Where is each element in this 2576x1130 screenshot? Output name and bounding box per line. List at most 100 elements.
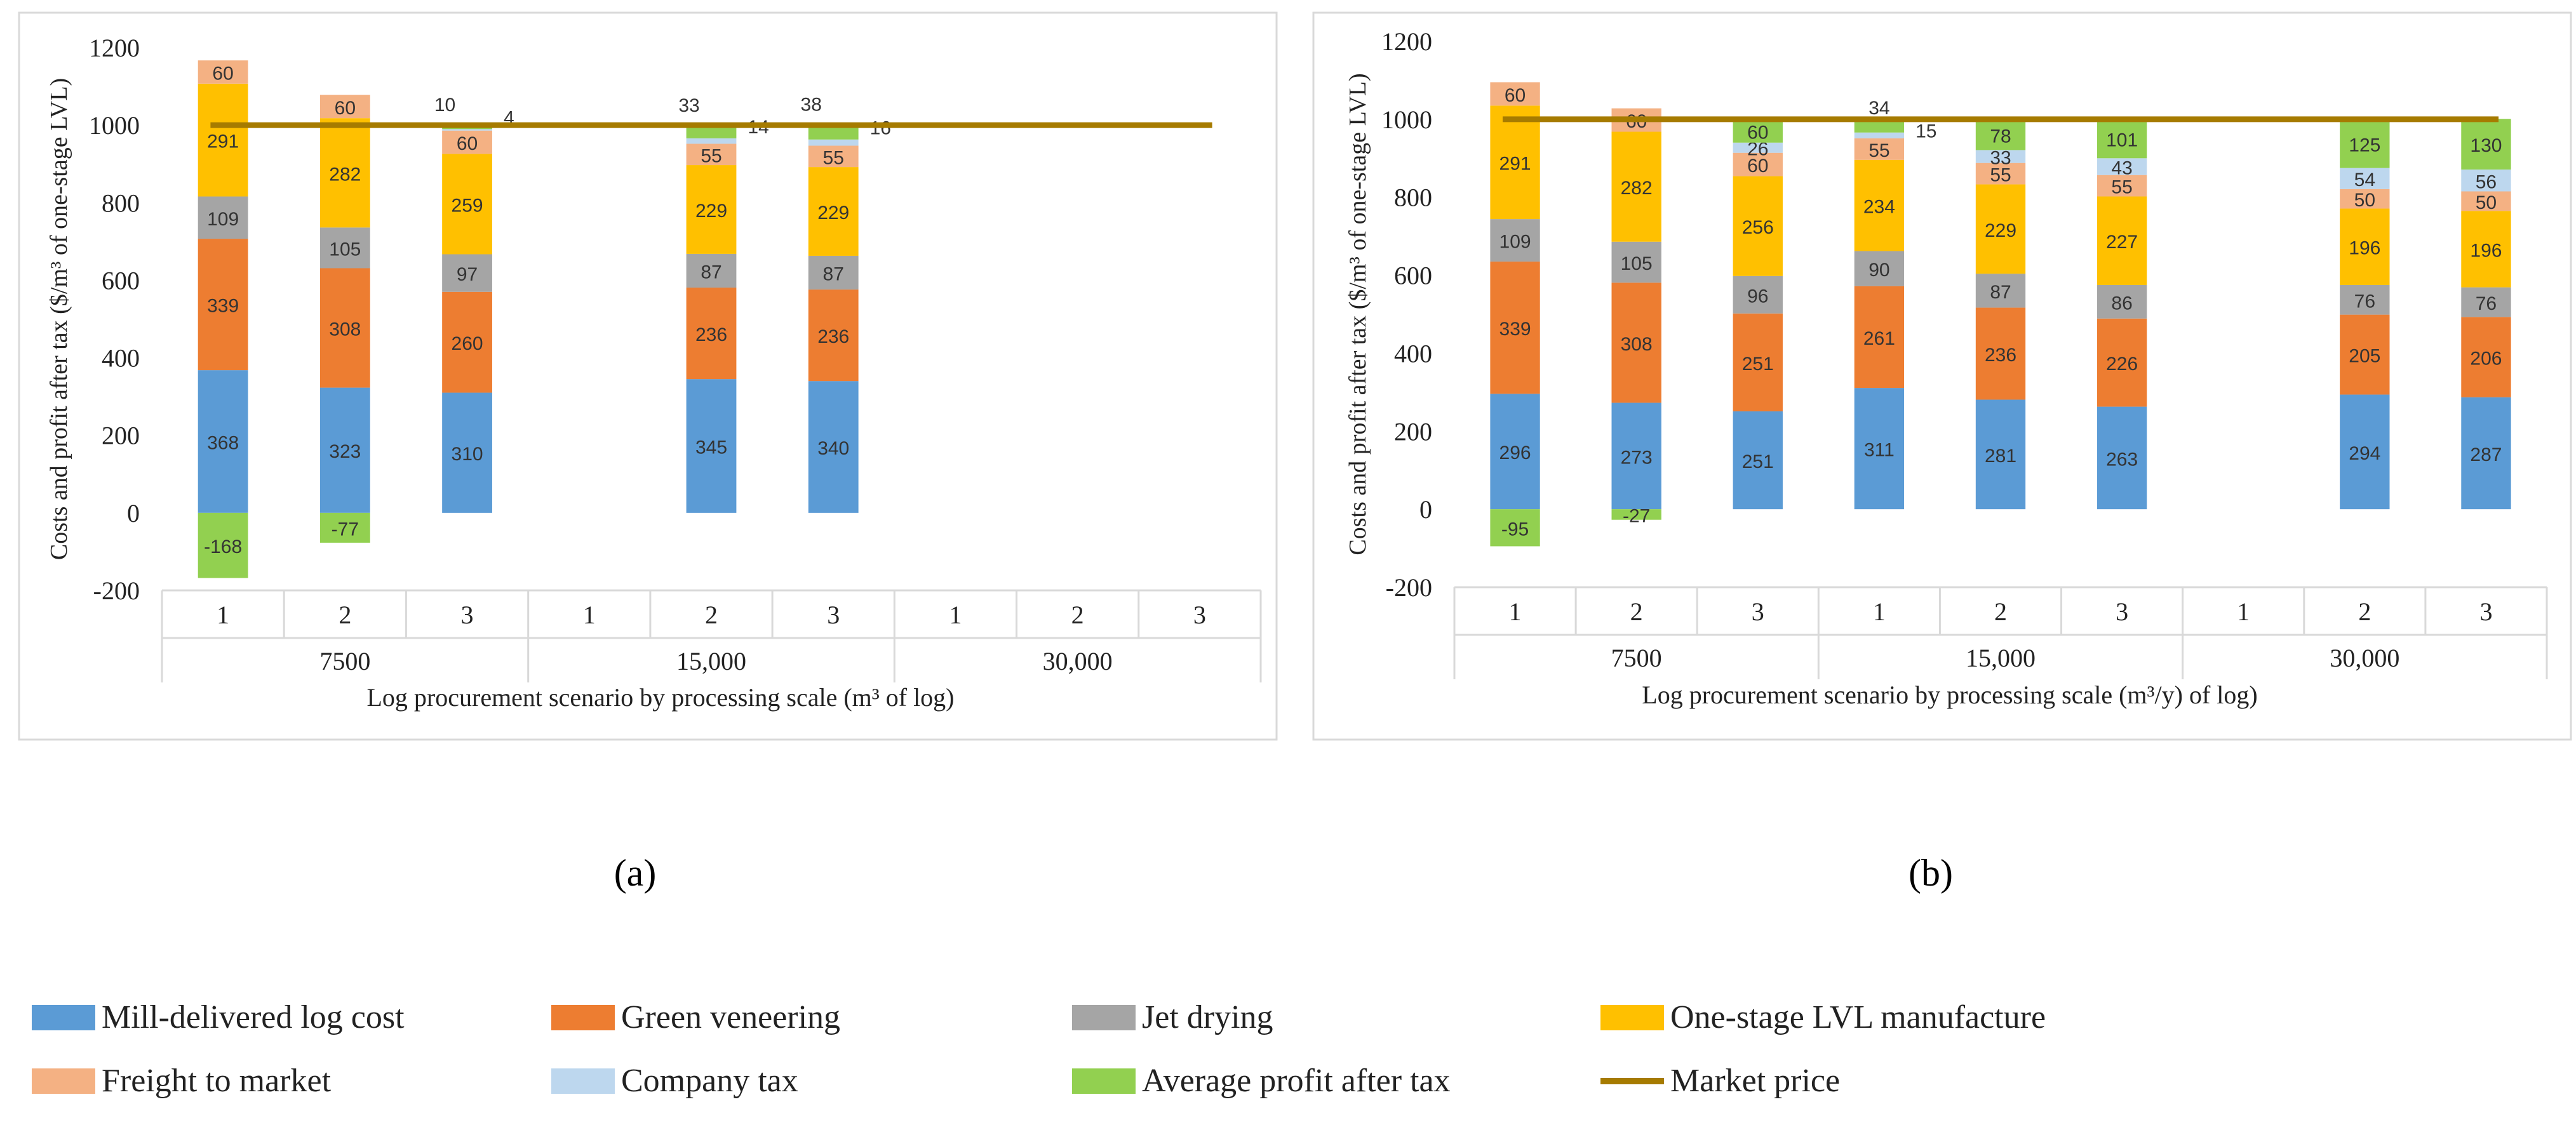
chart-a-ytick-label: 400 [102,344,140,373]
legend: Mill-delivered log cost Green veneering … [32,999,2046,1099]
chart-b-bar-one-stage-lvl-manufacture [1611,131,1661,242]
chart-a-ylabel: Costs and profit after tax ($/m³ of one-… [46,78,72,560]
chart-a-ytick-label: 600 [102,266,140,295]
chart-b-bar-average-profit-after-tax [1854,119,1905,133]
chart-b-ytick-label: 1000 [1381,105,1432,134]
chart-a-bar-mill-delivered-log-cost [686,379,737,513]
legend-item-freight-to-market: Freight to market [32,1063,332,1099]
chart-a-data-label-jet-drying: 109 [207,209,239,230]
chart-a-bar-freight-to-market [319,95,370,119]
chart-b-category-label: 3 [1752,597,1764,626]
chart-b-bar-mill-delivered-log-cost [2340,394,2390,510]
chart-b-data-label-green-veneering: 308 [1621,334,1653,355]
chart-b-category-label: 2 [2358,597,2371,626]
chart-a-data-label-one-stage-lvl-manufacture: 282 [329,164,361,185]
chart-a-bar-one-stage-lvl-manufacture [198,83,248,197]
chart-a-bar-one-stage-lvl-manufacture [319,118,370,228]
chart-a-bar-one-stage-lvl-manufacture [808,167,859,256]
chart-b-data-label-mill-delivered-log-cost: 251 [1742,451,1774,472]
chart-b-data-label-freight-to-market: 55 [2111,177,2132,198]
chart-a-bar-mill-delivered-log-cost [319,387,370,513]
chart-a-data-label-freight-to-market: 60 [457,133,478,154]
chart-b-data-label-one-stage-lvl-manufacture: 196 [2349,238,2380,259]
chart-b-data-label-mill-delivered-log-cost: 311 [1864,440,1895,461]
chart-b-data-label-average-profit-after-tax: 130 [2470,135,2502,156]
chart-b-bar-freight-to-market [1490,82,1540,106]
chart-a-data-label-average-profit-after-tax: 10 [434,95,455,116]
chart-b-bar-average-profit-after-tax [1975,119,2026,150]
chart-a-bar-freight-to-market [442,130,492,154]
chart-a-data-label-mill-delivered-log-cost: 368 [207,432,239,453]
chart-a-data-label-jet-drying: 87 [823,264,844,285]
chart-b-bar-company-tax [1975,150,2026,163]
chart-b-data-label-one-stage-lvl-manufacture: 256 [1742,217,1774,238]
legend-label-jet-drying: Jet drying [1142,999,1273,1035]
legend-label-one-stage-lvl-manufacture: One-stage LVL manufacture [1670,999,2046,1035]
chart-b: -200 0 200 400 600 800 1000 1200 Costs and profi… [1345,27,2548,709]
chart-a-bar-freight-to-market [686,143,737,166]
chart-a-ytick-label: 800 [102,189,140,217]
legend-item-green-veneering: Green veneering [551,999,840,1035]
chart-b-bar-jet-drying [2096,284,2147,319]
chart-b-data-label-one-stage-lvl-manufacture: 282 [1621,178,1653,199]
chart-a-data-label-freight-to-market: 60 [335,98,356,119]
chart-b-bar-green-veneering [1854,286,1905,389]
chart-b-data-label-freight-to-market: 50 [2354,190,2375,211]
chart-b-data-label-one-stage-lvl-manufacture: 234 [1863,197,1895,218]
chart-a-bar-average-profit-after-tax [198,512,248,578]
chart-b-bar-mill-delivered-log-cost [1975,399,2026,510]
chart-b-category-label: 1 [2237,597,2250,626]
chart-a-data-label-freight-to-market: 60 [212,63,233,84]
chart-b-data-label-freight-to-market: 60 [1505,85,1526,106]
chart-b-bar-freight-to-market [1975,163,2026,185]
legend-label-average-profit-after-tax: Average profit after tax [1142,1063,1451,1099]
chart-b-data-label-freight-to-market: 60 [1747,156,1768,176]
chart-b-bar-green-veneering [1611,282,1661,403]
chart-a-bar-average-profit-after-tax [686,125,737,138]
chart-a-data-label-green-veneering: 339 [207,296,239,317]
chart-a-data-label-jet-drying: 97 [457,264,478,285]
chart-a-data-label-green-veneering: 260 [452,333,483,354]
chart-b-bar-jet-drying [2461,287,2511,317]
chart-a-bar-freight-to-market [198,60,248,84]
chart-a-bar-average-profit-after-tax [319,512,370,543]
chart-b-category-label: 2 [1630,597,1643,626]
chart-b-bar-average-profit-after-tax [1611,509,1661,520]
chart-a-data-label-freight-to-market: 55 [823,147,844,168]
chart-b-data-label-average-profit-after-tax: 60 [1747,122,1768,143]
chart-a-data-label-average-profit-after-tax: -168 [204,536,242,557]
chart-b-ytick-label: 1200 [1381,27,1432,56]
chart-a-bar-one-stage-lvl-manufacture [686,165,737,254]
chart-a-data-label-average-profit-after-tax: -77 [332,519,359,540]
chart-a-data-label-mill-delivered-log-cost: 310 [452,444,483,465]
chart-b-bar-jet-drying [1854,251,1905,286]
chart-b-data-label-company-tax: 33 [1990,148,2011,169]
chart-b-data-label-freight-to-market: 55 [1868,140,1889,161]
chart-a-data-label-mill-delivered-log-cost: 323 [329,441,361,462]
chart-b-ylabel: Costs and profit after tax ($/m³ of one-… [1345,73,1371,555]
chart-b-bar-mill-delivered-log-cost [2461,397,2511,510]
chart-b-data-label-jet-drying: 86 [2111,293,2132,314]
chart-a-category-label: 2 [339,601,351,629]
chart-b-bar-jet-drying [1733,276,1783,314]
legend-item-average-profit-after-tax: Average profit after tax [1072,1063,1451,1099]
legend-label-freight-to-market: Freight to market [102,1063,332,1099]
chart-a-bar-green-veneering [198,239,248,371]
chart-b-category-label: 3 [2116,597,2128,626]
chart-a-category-label: 1 [217,601,229,629]
chart-b-bar-company-tax [1733,142,1783,153]
chart-b-data-label-mill-delivered-log-cost: 273 [1621,447,1653,468]
chart-b-data-label-green-veneering: 236 [1985,345,2016,366]
chart-b-data-label-mill-delivered-log-cost: 296 [1499,442,1531,463]
legend-swatch-freight-to-market [32,1068,95,1094]
chart-b-bar-freight-to-market [1733,152,1783,176]
chart-b-data-label-one-stage-lvl-manufacture: 227 [2106,232,2138,253]
chart-b-data-label-mill-delivered-log-cost: 263 [2106,449,2138,470]
chart-b-data-label-average-profit-after-tax: 34 [1868,98,1889,119]
chart-b-data-label-green-veneering: 205 [2349,346,2380,367]
chart-b-data-label-jet-drying: 87 [1990,282,2011,303]
chart-a-data-label-one-stage-lvl-manufacture: 291 [207,131,239,152]
chart-b-bar-one-stage-lvl-manufacture [1490,105,1540,220]
chart-a-ytick-label: 0 [127,499,140,528]
chart-a-bar-company-tax [808,139,859,146]
